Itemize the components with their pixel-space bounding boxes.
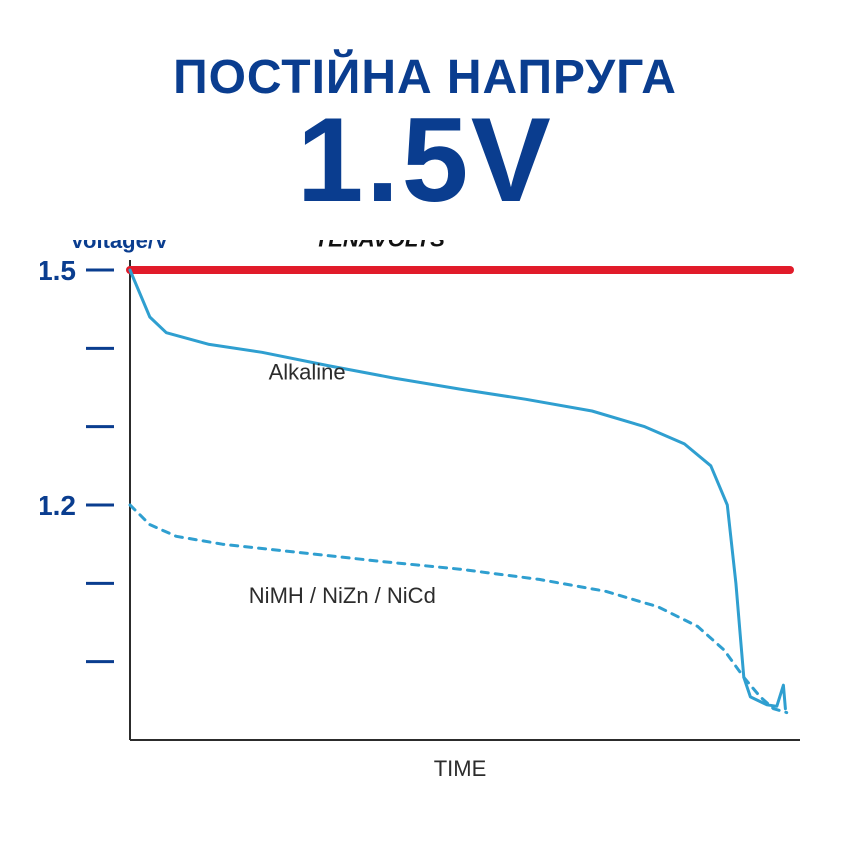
discharge-chart: 1.5 1.2 Voltage/V TIME Alkaline NiMH / NiZn /… <box>40 240 820 800</box>
x-axis-label: TIME <box>434 756 487 781</box>
brand-label: TENAVOLTS® <box>315 240 453 252</box>
y-tick-label: 1.2 <box>40 490 76 521</box>
title-line2: 1.5V <box>0 100 850 220</box>
series-alkaline <box>130 270 785 709</box>
series-nimh <box>130 505 787 713</box>
series-label-nimh: NiMH / NiZn / NiCd <box>249 583 436 608</box>
y-axis-label: Voltage/V <box>70 240 169 253</box>
series-label-alkaline: Alkaline <box>269 360 346 385</box>
y-tick-label: 1.5 <box>40 255 76 286</box>
